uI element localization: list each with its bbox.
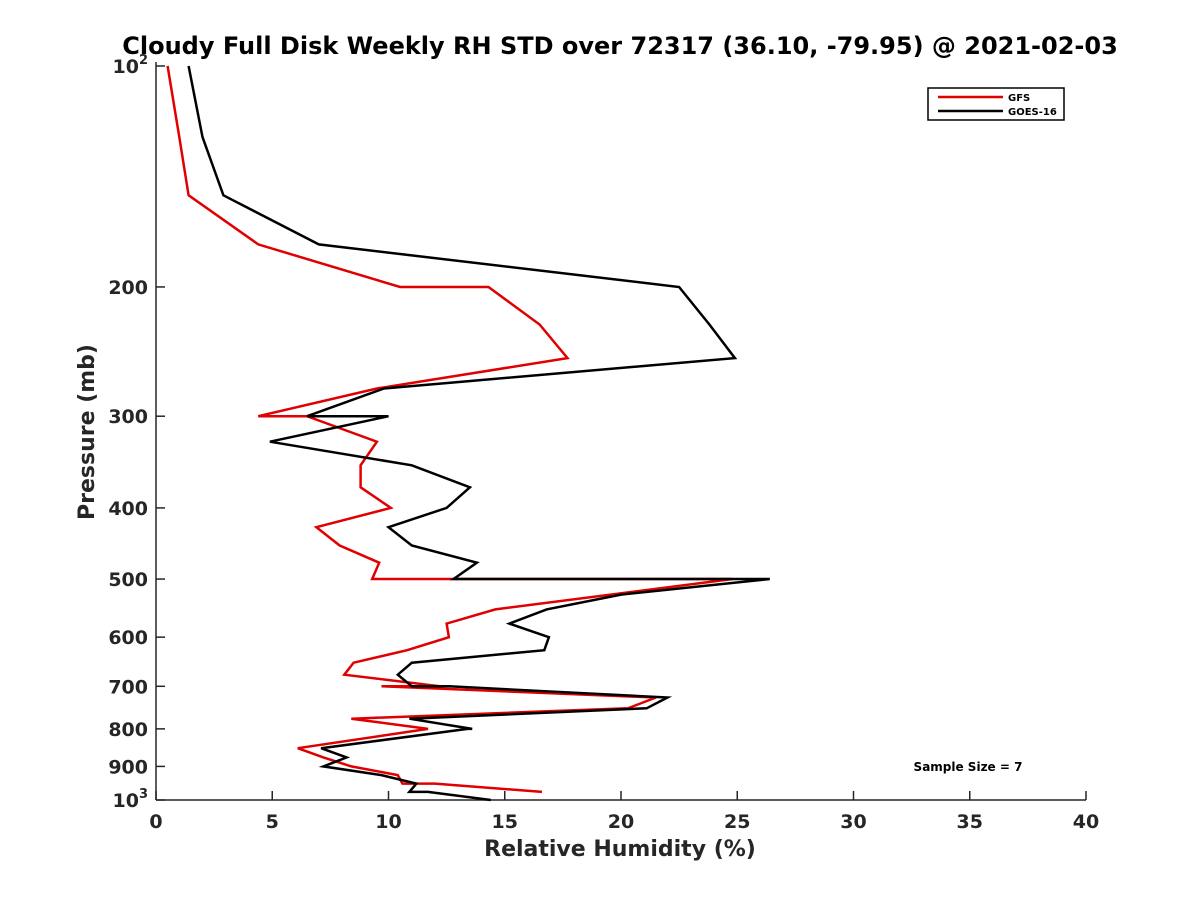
series-line-goes16 (187, 65, 770, 802)
chart-title: Cloudy Full Disk Weekly RH STD over 7231… (122, 32, 1118, 60)
series-layer (166, 65, 770, 802)
x-axis-label: Relative Humidity (%) (484, 837, 756, 862)
series-line-gfs (166, 65, 733, 794)
x-tick-label: 25 (724, 811, 750, 833)
y-tick-label: 103 (113, 787, 149, 812)
y-tick-label: 700 (108, 676, 148, 698)
y-axis-label: Pressure (mb) (75, 344, 100, 520)
x-tick-label: 20 (608, 811, 634, 833)
legend-label-gfs: GFS (1008, 93, 1030, 104)
x-tick-label: 0 (149, 811, 162, 833)
series-goes16 (187, 65, 770, 802)
y-tick-label: 600 (108, 627, 148, 649)
y-ticks: 102 200 300 400 500 600 700 800 900 103 (108, 53, 165, 812)
x-tick-label: 35 (957, 811, 983, 833)
y-tick-label: 102 (113, 53, 149, 78)
legend-label-goes16: GOES-16 (1008, 107, 1057, 118)
x-tick-label: 15 (492, 811, 518, 833)
legend-box (927, 87, 1065, 121)
y-tick-label: 800 (108, 719, 148, 741)
series-gfs (166, 65, 733, 794)
x-tick-label: 30 (840, 811, 866, 833)
x-tick-label: 40 (1073, 811, 1099, 833)
legend: GFS GOES-16 (927, 87, 1065, 121)
plot-area: 0 5 10 15 20 25 30 35 40 102 200 300 400 500 600 700 80… (108, 53, 1099, 833)
y-tick-label: 500 (108, 569, 148, 591)
y-tick-label: 200 (108, 277, 148, 299)
sample-size-annotation: Sample Size = 7 (914, 760, 1023, 774)
y-tick-label: 400 (108, 498, 148, 520)
y-tick-label: 300 (108, 406, 148, 428)
x-tick-label: 5 (266, 811, 279, 833)
x-ticks: 0 5 10 15 20 25 30 35 40 (149, 791, 1099, 833)
x-tick-label: 10 (375, 811, 401, 833)
y-tick-label: 900 (108, 756, 148, 778)
